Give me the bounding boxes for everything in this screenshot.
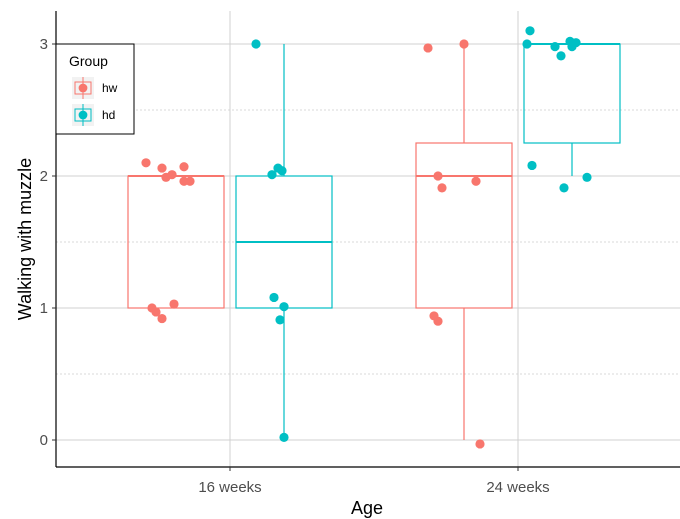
data-point — [522, 39, 532, 49]
data-point — [251, 39, 261, 49]
data-point — [151, 307, 161, 317]
legend-box — [55, 43, 135, 135]
box — [523, 43, 621, 144]
legend-label-hw: hw — [102, 81, 118, 95]
axes — [52, 11, 680, 471]
data-point — [459, 39, 469, 49]
grid-lines — [56, 11, 680, 467]
data-point — [267, 170, 277, 180]
data-point — [471, 176, 481, 186]
data-point — [475, 439, 485, 449]
data-point — [433, 171, 443, 181]
data-point — [169, 299, 179, 309]
data-point — [157, 313, 167, 324]
data-point — [275, 315, 285, 325]
data-point — [279, 432, 289, 442]
data-point — [525, 26, 535, 36]
data-point — [279, 302, 289, 312]
data-point — [527, 160, 537, 171]
tick-labels: 0 1 2 3 16 weeks 24 weeks — [40, 36, 550, 496]
legend-title: Group — [69, 53, 108, 69]
data-point — [185, 176, 195, 186]
y-tick-label: 2 — [40, 168, 48, 185]
y-tick-label: 0 — [40, 432, 48, 449]
legend-label-hd: hd — [102, 108, 115, 122]
data-point — [582, 172, 592, 182]
legend: Group hw hd — [55, 43, 135, 135]
legend-key-point — [78, 83, 88, 93]
data-point — [423, 43, 433, 53]
x-tick-label: 24 weeks — [486, 479, 549, 496]
data-point — [437, 183, 447, 193]
data-point — [157, 163, 167, 173]
data-point — [559, 183, 569, 193]
data-point — [269, 292, 279, 303]
data-point — [179, 162, 189, 172]
data-point — [556, 51, 566, 61]
x-tick-label: 16 weeks — [198, 479, 261, 496]
data-point — [433, 316, 443, 326]
data-point — [277, 166, 287, 176]
x-axis-title: Age — [351, 498, 383, 518]
data-point — [167, 170, 177, 180]
y-tick-label: 1 — [40, 300, 48, 317]
box — [415, 142, 513, 309]
y-tick-label: 3 — [40, 36, 48, 53]
data-point — [567, 42, 577, 52]
point-layer — [141, 26, 592, 449]
data-point — [550, 42, 560, 52]
y-axis-title: Walking with muzzle — [15, 158, 35, 320]
legend-key-point — [78, 110, 88, 120]
data-point — [141, 158, 151, 168]
